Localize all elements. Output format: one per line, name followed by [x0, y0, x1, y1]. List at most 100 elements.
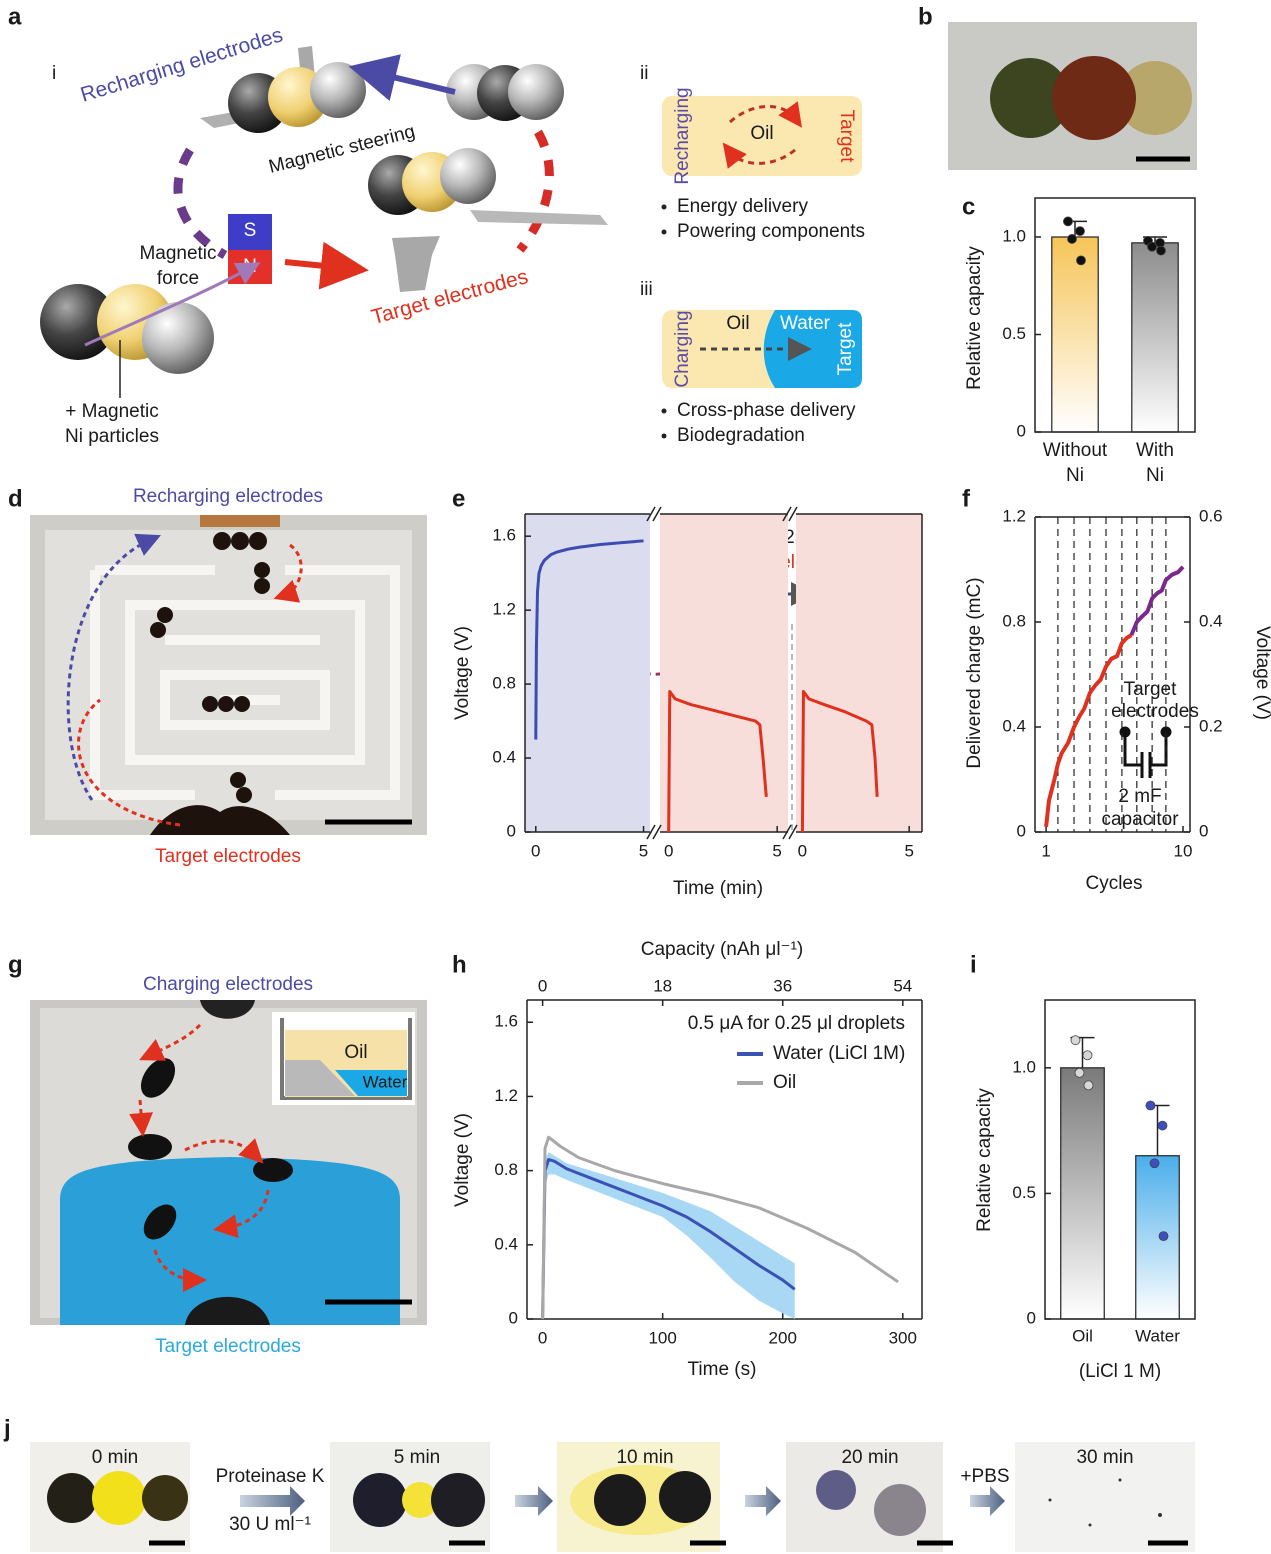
label: iii — [640, 279, 653, 300]
label: Oil — [726, 313, 749, 334]
y-tick-label: 0 — [1017, 421, 1026, 440]
panel-label: c — [962, 193, 975, 220]
y-tick-label: 1.6 — [492, 526, 516, 545]
y-tick-label: 1.0 — [1012, 1057, 1036, 1076]
y-tick-label: 1.2 — [1002, 506, 1026, 525]
axis-break — [646, 824, 656, 840]
y-tick-label: 1.0 — [1002, 226, 1026, 245]
droplet — [142, 302, 214, 374]
y-tick-label: 0.5 — [1012, 1183, 1036, 1202]
axis-break — [782, 824, 792, 840]
data-point — [1075, 226, 1085, 237]
panel-j: 0 min 5 min 10 min 20 min 30 min Protein… — [30, 1442, 1195, 1552]
label: Magnetic — [139, 243, 216, 264]
panel-label: h — [452, 951, 467, 978]
label: Charging electrodes — [143, 974, 313, 995]
residue — [874, 1484, 926, 1536]
electrode — [200, 515, 280, 527]
time-label: 10 min — [616, 1447, 673, 1468]
panel-label: e — [452, 485, 465, 512]
circle — [1088, 1523, 1092, 1527]
y2-tick-label: 0.4 — [1199, 611, 1223, 630]
label: Oil — [750, 123, 773, 144]
ellipse — [143, 1204, 177, 1240]
photo — [1015, 1442, 1195, 1552]
bar — [1135, 1155, 1180, 1320]
x-tick-label: 100 — [648, 1328, 676, 1347]
droplet — [92, 1471, 146, 1525]
maze — [90, 565, 400, 800]
inset-step — [285, 1060, 355, 1096]
panel-b-photo — [948, 22, 1197, 170]
droplet — [310, 62, 366, 118]
droplet — [990, 58, 1070, 138]
data-line — [541, 1135, 899, 1320]
x2-tick-label: 36 — [773, 976, 792, 995]
droplet — [1118, 61, 1192, 135]
plot-frame — [1044, 999, 1196, 1320]
circle — [213, 532, 231, 550]
y-tick-label: 0.8 — [1002, 611, 1026, 630]
subtitle: 0.5 μA for 0.25 μl droplets — [688, 1013, 905, 1034]
arrow — [348, 54, 456, 101]
circle — [1158, 1513, 1162, 1517]
step-label: 30 U ml⁻¹ — [229, 1514, 311, 1535]
x-tick-label: 300 — [889, 1328, 917, 1347]
legend-label: Oil — [773, 1072, 796, 1093]
x-tick-label: 5 — [772, 841, 781, 860]
panel-label: b — [918, 3, 933, 30]
ellipse — [140, 1058, 176, 1098]
droplet — [402, 1482, 438, 1518]
circle — [1118, 1478, 1122, 1482]
data-line — [667, 689, 768, 833]
droplet — [47, 1473, 97, 1523]
y2-axis-label: Voltage (V) — [1252, 626, 1271, 720]
label: Water — [363, 1072, 408, 1091]
magnet-label: N — [243, 256, 257, 277]
x-tick-label: 0 — [538, 1328, 547, 1347]
x-tick-label: Water — [1135, 1326, 1180, 1345]
label: Target electrodes — [369, 265, 531, 329]
y-tick-label: 0.8 — [494, 1160, 518, 1179]
circle — [234, 696, 250, 712]
x-tick-label: 0 — [531, 841, 540, 860]
circle — [254, 562, 270, 578]
x2-tick-label: 0 — [538, 976, 547, 995]
time-label: 20 min — [841, 1447, 898, 1468]
y-tick-label: 0.4 — [1002, 716, 1026, 735]
data-point — [1076, 255, 1086, 266]
y-tick-label: 0.5 — [1002, 324, 1026, 343]
y2-tick-label: 0 — [1199, 821, 1208, 840]
axis-break — [782, 506, 792, 522]
time-label: 30 min — [1076, 1447, 1133, 1468]
path — [150, 805, 290, 835]
x-axis-label: Time (s) — [688, 1359, 757, 1380]
label: Recharging electrodes — [133, 486, 323, 507]
droplet — [1052, 56, 1136, 140]
panel-label: d — [8, 485, 23, 512]
water-box — [763, 310, 862, 388]
label: Recharging — [672, 87, 693, 184]
data-point — [1145, 1100, 1156, 1111]
y-tick-label: 1.6 — [494, 1012, 518, 1031]
arrow — [173, 147, 228, 259]
inset-vessel — [280, 1018, 412, 1100]
axis-break — [788, 824, 798, 840]
data-point — [1157, 1120, 1168, 1131]
data-line — [1044, 633, 1133, 827]
path — [1123, 736, 1168, 778]
arrow — [84, 262, 261, 347]
circle — [202, 696, 218, 712]
x-tick-label: Without — [1043, 440, 1108, 461]
path — [515, 1486, 553, 1516]
x2-tick-label: 18 — [653, 976, 672, 995]
y-tick-label: 1.2 — [494, 1086, 518, 1105]
magnet-s — [228, 214, 272, 250]
label: Ni particles — [65, 426, 159, 447]
error-band — [542, 1152, 795, 1319]
arrows — [129, 1023, 270, 1292]
circle — [150, 622, 166, 638]
label: Target — [836, 110, 857, 164]
oil-box — [662, 96, 862, 176]
